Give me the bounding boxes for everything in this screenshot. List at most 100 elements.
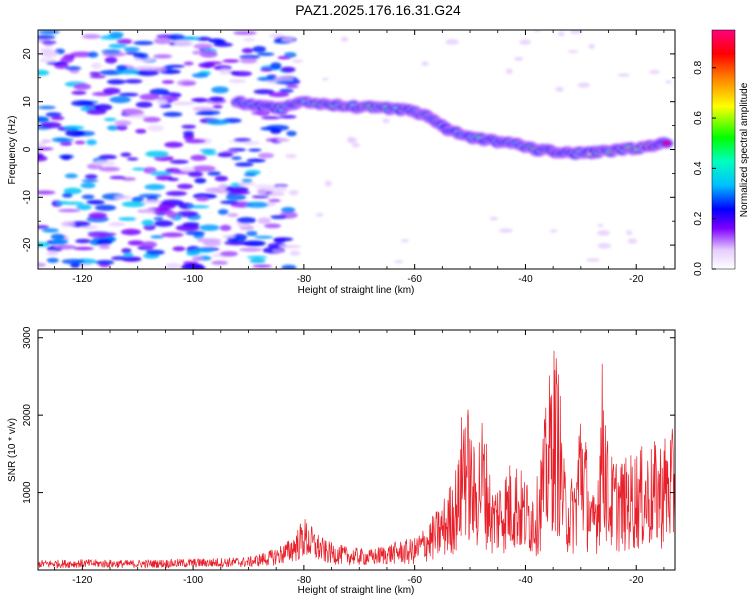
heatmap-cell [275, 80, 298, 85]
heatmap-cell [256, 188, 267, 195]
heatmap-cell [114, 195, 132, 200]
x-tick-label: -40 [518, 274, 533, 285]
heatmap-cell [233, 31, 257, 35]
heatmap-cell [270, 128, 282, 134]
heatmap-cell [180, 166, 195, 172]
heatmap-cell [286, 84, 299, 89]
heatmap-cell [38, 105, 56, 110]
heatmap-cell [206, 119, 230, 125]
heatmap-cell [279, 88, 294, 93]
heatmap-cell [121, 248, 132, 254]
heatmap-cell [246, 158, 266, 163]
heatmap-cell [116, 38, 133, 45]
colorbar-tick-label: 0.2 [693, 211, 704, 225]
y-tick-label: 20 [22, 48, 33, 60]
heatmap-cell [181, 81, 196, 86]
heatmap-cell [175, 211, 199, 218]
heatmap-cell [107, 125, 120, 131]
heatmap-cell [161, 80, 175, 84]
x-tick-label: -20 [629, 274, 644, 285]
heatmap-cell [239, 247, 263, 252]
heatmap-cell [351, 142, 360, 148]
heatmap-cell [249, 258, 266, 264]
snr-xlabel: Height of straight line (km) [298, 585, 415, 596]
heatmap-cell [116, 65, 128, 71]
heatmap-cell [225, 194, 247, 201]
heatmap-cell [144, 184, 166, 190]
heatmap-cell [40, 121, 62, 129]
heatmap-cell [217, 152, 234, 158]
heatmap-cell [238, 182, 256, 186]
heatmap-cell [46, 257, 59, 263]
heatmap-cell [222, 235, 236, 239]
heatmap-cell [153, 37, 171, 45]
heatmap-cell [588, 43, 595, 49]
heatmap-cell [64, 173, 78, 179]
heatmap-cell [347, 136, 355, 143]
heatmap-cell [174, 40, 194, 47]
heatmap-cell [394, 260, 404, 264]
heatmap-cell [50, 116, 65, 121]
heatmap-cell [201, 151, 217, 156]
heatmap-cell [86, 199, 105, 205]
heatmap-cell [214, 175, 228, 182]
heatmap-cell [207, 171, 221, 176]
heatmap-cell [104, 117, 117, 122]
heatmap-cell [116, 124, 128, 131]
heatmap-cell [286, 130, 297, 137]
heatmap-cell [224, 240, 248, 246]
snr-series-line [38, 350, 675, 569]
heatmap-cell [153, 54, 173, 59]
heatmap-cell [649, 69, 660, 74]
heatmap-cell [63, 187, 82, 195]
heatmap-cell [56, 138, 74, 142]
heatmap-cell [45, 112, 62, 117]
heatmap-cell [229, 71, 240, 75]
heatmap-cell [38, 69, 50, 76]
heatmap-cell [248, 148, 262, 152]
heatmap-cell [124, 109, 145, 116]
heatmap-cell [106, 79, 126, 85]
heatmap-cell [191, 73, 209, 78]
heatmap-cell [273, 238, 286, 244]
heatmap-cell [95, 260, 115, 265]
heatmap-cell [164, 141, 184, 148]
heatmap-cell [54, 244, 77, 250]
snr-ylabel: SNR (10 * v/v) [7, 418, 18, 482]
heatmap-cell [118, 92, 139, 97]
heatmap-cell [38, 30, 60, 35]
y-tick-label: -20 [22, 237, 33, 252]
heatmap-cell [211, 260, 229, 265]
heatmap-cell [627, 238, 638, 244]
heatmap-cell [73, 246, 94, 251]
heatmap-cell [244, 140, 260, 146]
heatmap-cell [194, 178, 207, 184]
heatmap-cell [183, 61, 194, 66]
heatmap-cell [217, 209, 229, 215]
heatmap-cell [175, 224, 200, 232]
heatmap-cell [281, 37, 295, 42]
heatmap-cell [163, 111, 183, 117]
heatmap-cell [58, 208, 81, 213]
heatmap-cell [59, 141, 73, 146]
heatmap-cell [98, 166, 121, 172]
heatmap-cell [203, 241, 222, 247]
x-tick-label: -60 [407, 575, 422, 586]
heatmap-cell [213, 42, 233, 47]
x-tick-label: -120 [72, 575, 92, 586]
heatmap-cell [118, 217, 137, 221]
heatmap-cell [167, 177, 179, 182]
heatmap-cell [153, 217, 164, 221]
heatmap-cell [153, 220, 174, 227]
heatmap-cell [252, 46, 266, 53]
heatmap-cell [82, 34, 101, 39]
heatmap-cell [258, 152, 274, 159]
heatmap-cell [141, 241, 158, 248]
heatmap-cell [39, 48, 54, 52]
heatmap-cell [89, 71, 101, 76]
heatmap-cell [341, 36, 349, 42]
heatmap-cell [120, 152, 132, 157]
heatmap-cell [233, 138, 252, 142]
heatmap-cell [81, 194, 95, 200]
colorbar: 0.0 0.2 0.4 0.6 0.8 Normalized spectral ampl… [693, 29, 750, 276]
